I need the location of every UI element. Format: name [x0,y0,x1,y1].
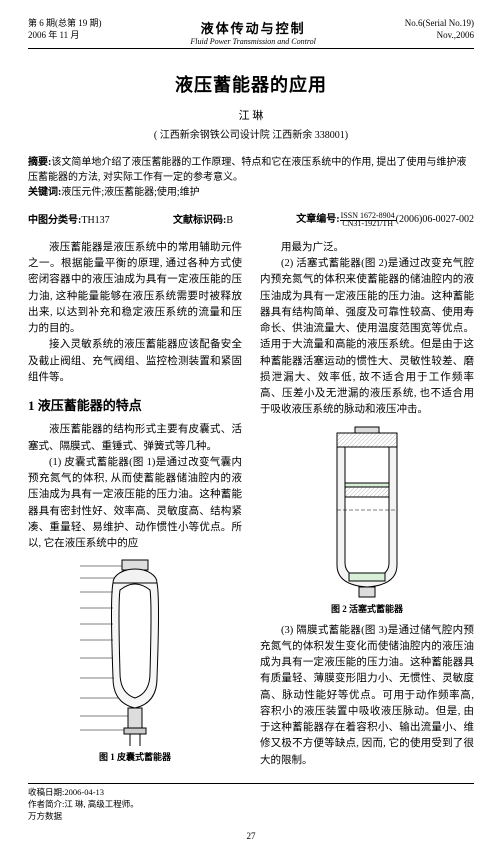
para-s1-2: (1) 皮囊式蓄能器(图 1)是通过改变气囊内预充氮气的体积, 从而使蓄能器储油… [28,455,242,553]
clc-value: TH137 [81,215,109,226]
two-column-body: 液压蓄能器是液压系统中的常用辅助元件之一。根据能量平衡的原理, 通过各种方式使密… [28,240,474,772]
article-title: 液压蓄能器的应用 [28,71,474,97]
keywords-text: 液压元件;液压蓄能器;使用;维护 [61,187,199,198]
figure-2: 图 2 活塞式蓄能器 [260,425,474,617]
figure-1-caption: 图 1 皮囊式蓄能器 [28,751,242,765]
clc-cell: 中图分类号:TH137 [28,211,110,226]
doccode-cell: 文献标识码:B [173,211,233,226]
para-s1-4: (3) 隔膜式蓄能器(图 3)是通过储气腔内预充氮气的体积发生变化而使储油腔内的… [260,623,474,769]
issue-cn: 第 6 期(总第 19 期) [28,18,102,30]
abstract-text: 该文简单地介绍了液压蓄能器的工作原理、特点和它在液压系统中的作用, 提出了使用与… [28,157,466,183]
footer-block: 收稿日期:2006-04-13 作者简介:江 琳, 高级工程师。 万方数据 [28,783,474,823]
abstract-line: 摘要:该文简单地介绍了液压蓄能器的工作原理、特点和它在液压系统中的作用, 提出了… [28,155,474,185]
para-intro-2: 接入灵敏系统的液压蓄能器应该配备安全及截止阀组、充气阀组、监控检测装置和紧固组件… [28,337,242,386]
keywords-line: 关键词:液压元件;液压蓄能器;使用;维护 [28,185,474,200]
articleno-cell: 文章编号:ISSN 1672-8904CN31-1921/TH(2006)06-… [296,210,474,228]
received-date: 收稿日期:2006-04-13 [28,787,474,799]
issn-bottom: CN31-1921/TH [341,219,394,228]
doc-number: (2006)06-0027-002 [396,214,474,225]
classification-row: 中图分类号:TH137 文献标识码:B 文章编号:ISSN 1672-8904C… [28,210,474,228]
abstract-label: 摘要: [28,157,51,168]
abstract-block: 摘要:该文简单地介绍了液压蓄能器的工作原理、特点和它在液压系统中的作用, 提出了… [28,155,474,200]
figure-2-caption: 图 2 活塞式蓄能器 [260,603,474,617]
doccode-value: B [226,215,233,226]
doccode-label: 文献标识码: [173,215,226,226]
header-left: 第 6 期(总第 19 期) 2006 年 11 月 [28,18,102,46]
page: 第 6 期(总第 19 期) 2006 年 11 月 液体传动与控制 Fluid… [0,0,502,861]
para-s1-1: 液压蓄能器的结构形式主要有皮囊式、活塞式、隔膜式、重锤式、弹簧式等几种。 [28,422,242,455]
author-bio: 作者简介:江 琳, 高级工程师。 [28,799,474,811]
journal-title-en: Fluid Power Transmission and Control [102,37,405,46]
journal-title-cn: 液体传动与控制 [102,18,405,37]
figure-1-svg [80,558,190,748]
affiliation: ( 江西新余钢铁公司设计院 江西新余 338001) [28,126,474,141]
header-center: 液体传动与控制 Fluid Power Transmission and Con… [102,18,405,46]
issn-fraction: ISSN 1672-8904CN31-1921/TH [340,212,396,228]
wanfang-mark: 万方数据 [28,811,474,823]
keywords-label: 关键词: [28,187,61,198]
para-intro-1: 液压蓄能器是液压系统中的常用辅助元件之一。根据能量平衡的原理, 通过各种方式使密… [28,240,242,338]
author-name: 江 琳 [28,107,474,123]
figure-2-svg [297,425,437,600]
date-cn: 2006 年 11 月 [28,30,102,42]
figure-1: 图 1 皮囊式蓄能器 [28,558,242,765]
right-column: 用最为广泛。 (2) 活塞式蓄能器(图 2)是通过改变充气腔内预充氮气的体积来使… [260,240,474,772]
articleno-label: 文章编号: [296,214,339,225]
section-1-heading: 1 液压蓄能器的特点 [28,396,242,416]
para-s1-2-cont: 用最为广泛。 [260,240,474,256]
running-header: 第 6 期(总第 19 期) 2006 年 11 月 液体传动与控制 Fluid… [28,18,474,49]
date-en: Nov.,2006 [405,30,474,42]
page-number: 27 [28,831,474,841]
para-s1-3: (2) 活塞式蓄能器(图 2)是通过改变充气腔内预充氮气的体积来使蓄能器的储油腔… [260,256,474,419]
clc-label: 中图分类号: [28,215,81,226]
header-right: No.6(Serial No.19) Nov.,2006 [405,18,474,46]
left-column: 液压蓄能器是液压系统中的常用辅助元件之一。根据能量平衡的原理, 通过各种方式使密… [28,240,242,772]
issue-en: No.6(Serial No.19) [405,18,474,30]
